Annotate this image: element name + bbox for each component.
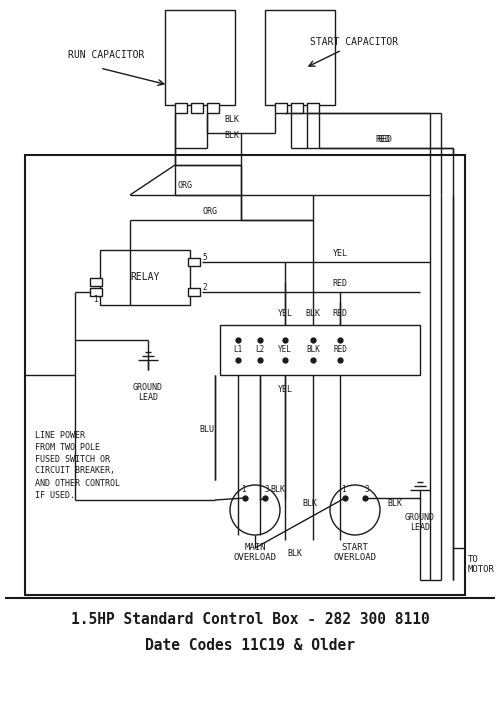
Text: 1: 1 bbox=[240, 485, 246, 495]
Text: 5: 5 bbox=[202, 253, 206, 263]
Text: FROM TWO POLE: FROM TWO POLE bbox=[35, 442, 100, 452]
Text: BLK: BLK bbox=[224, 130, 240, 140]
Text: AND OTHER CONTROL: AND OTHER CONTROL bbox=[35, 478, 120, 488]
Text: RED: RED bbox=[378, 135, 392, 145]
Text: ORG: ORG bbox=[202, 208, 218, 216]
Text: OVERLOAD: OVERLOAD bbox=[234, 553, 276, 563]
Bar bbox=[291, 103, 303, 113]
Bar bbox=[165, 10, 235, 105]
Text: BLU: BLU bbox=[200, 425, 214, 435]
Bar bbox=[175, 103, 187, 113]
Text: MAIN: MAIN bbox=[244, 543, 266, 553]
Text: ORG: ORG bbox=[178, 181, 192, 190]
Text: 1: 1 bbox=[340, 485, 345, 495]
Text: BLK: BLK bbox=[288, 548, 302, 558]
Bar bbox=[100, 250, 190, 305]
Text: LINE POWER: LINE POWER bbox=[35, 430, 85, 440]
Text: START CAPACITOR: START CAPACITOR bbox=[310, 37, 398, 47]
Text: L2: L2 bbox=[256, 346, 264, 354]
Bar bbox=[188, 288, 200, 296]
Bar bbox=[265, 10, 335, 105]
Text: CIRCUIT BREAKER,: CIRCUIT BREAKER, bbox=[35, 467, 115, 475]
Text: BLK: BLK bbox=[270, 485, 285, 495]
Text: RED: RED bbox=[332, 279, 347, 289]
Bar bbox=[188, 258, 200, 266]
Text: BLK: BLK bbox=[224, 115, 240, 125]
Text: BLK: BLK bbox=[306, 346, 320, 354]
Text: YEL: YEL bbox=[278, 346, 292, 354]
Bar bbox=[207, 103, 219, 113]
Text: BLK: BLK bbox=[302, 498, 318, 508]
Text: RUN CAPACITOR: RUN CAPACITOR bbox=[68, 50, 144, 60]
Text: RELAY: RELAY bbox=[130, 273, 160, 283]
Text: 1: 1 bbox=[92, 296, 98, 304]
Bar bbox=[220, 325, 420, 375]
Bar bbox=[275, 103, 287, 113]
Text: FUSED SWITCH OR: FUSED SWITCH OR bbox=[35, 455, 110, 463]
Bar bbox=[191, 103, 203, 113]
Text: TO: TO bbox=[468, 556, 479, 564]
Text: RED: RED bbox=[332, 309, 347, 317]
Bar bbox=[90, 278, 102, 286]
Text: START: START bbox=[342, 543, 368, 553]
Text: 1.5HP Standard Control Box - 282 300 8110: 1.5HP Standard Control Box - 282 300 811… bbox=[70, 612, 430, 627]
Text: 2: 2 bbox=[202, 284, 206, 293]
Text: 3: 3 bbox=[364, 485, 370, 495]
Text: GROUND: GROUND bbox=[133, 384, 163, 392]
Text: RED: RED bbox=[376, 135, 390, 145]
Text: 3: 3 bbox=[264, 485, 270, 495]
Text: YEL: YEL bbox=[278, 309, 292, 317]
Text: RED: RED bbox=[333, 346, 347, 354]
Text: MOTOR: MOTOR bbox=[468, 566, 495, 574]
Text: GROUND: GROUND bbox=[405, 513, 435, 523]
Text: LEAD: LEAD bbox=[410, 523, 430, 531]
Bar bbox=[25, 155, 465, 595]
Bar bbox=[307, 103, 319, 113]
Text: BLK: BLK bbox=[306, 309, 320, 317]
Bar bbox=[90, 288, 102, 296]
Text: BLK: BLK bbox=[388, 498, 402, 508]
Text: Date Codes 11C19 & Older: Date Codes 11C19 & Older bbox=[145, 637, 355, 652]
Text: LEAD: LEAD bbox=[138, 392, 158, 402]
Text: YEL: YEL bbox=[332, 249, 347, 258]
Text: OVERLOAD: OVERLOAD bbox=[334, 553, 376, 563]
Text: IF USED.: IF USED. bbox=[35, 490, 75, 500]
Text: YEL: YEL bbox=[278, 385, 292, 395]
Text: L1: L1 bbox=[234, 346, 242, 354]
